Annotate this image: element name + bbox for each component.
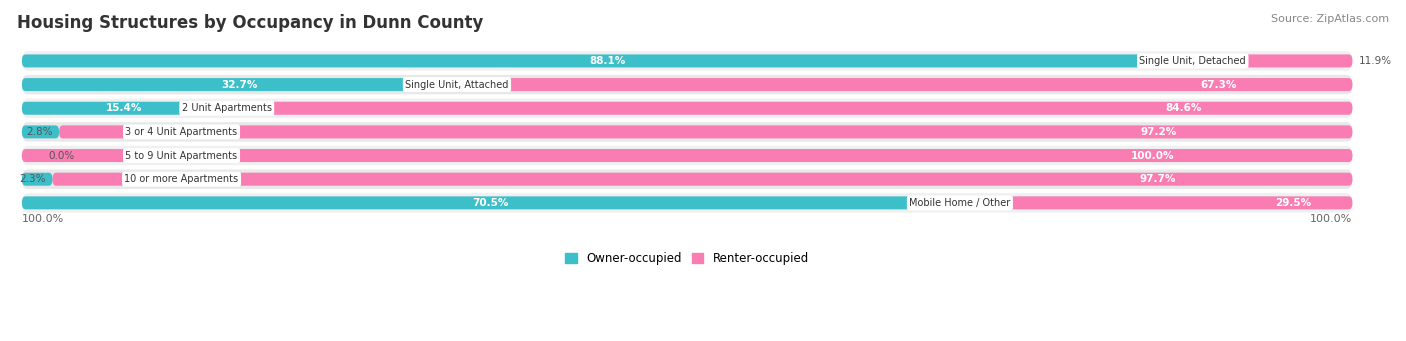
Text: 5 to 9 Unit Apartments: 5 to 9 Unit Apartments [125, 150, 238, 161]
Text: 2.8%: 2.8% [25, 127, 52, 137]
Text: Mobile Home / Other: Mobile Home / Other [910, 198, 1011, 208]
FancyBboxPatch shape [59, 125, 1353, 138]
FancyBboxPatch shape [960, 196, 1353, 209]
Text: 97.2%: 97.2% [1140, 127, 1177, 137]
FancyBboxPatch shape [22, 55, 1194, 68]
Text: 2.3%: 2.3% [20, 174, 46, 184]
Text: 100.0%: 100.0% [1310, 214, 1353, 224]
Text: 2 Unit Apartments: 2 Unit Apartments [181, 103, 271, 113]
FancyBboxPatch shape [22, 146, 1353, 165]
FancyBboxPatch shape [226, 102, 1353, 115]
FancyBboxPatch shape [22, 193, 1353, 212]
Text: 100.0%: 100.0% [1130, 150, 1174, 161]
Text: 70.5%: 70.5% [472, 198, 509, 208]
Text: 10 or more Apartments: 10 or more Apartments [125, 174, 239, 184]
Text: 3 or 4 Unit Apartments: 3 or 4 Unit Apartments [125, 127, 238, 137]
FancyBboxPatch shape [22, 102, 226, 115]
FancyBboxPatch shape [22, 75, 1353, 94]
FancyBboxPatch shape [1194, 55, 1353, 68]
FancyBboxPatch shape [22, 78, 457, 91]
Legend: Owner-occupied, Renter-occupied: Owner-occupied, Renter-occupied [561, 247, 814, 270]
Text: 84.6%: 84.6% [1166, 103, 1202, 113]
Text: 0.0%: 0.0% [49, 150, 75, 161]
FancyBboxPatch shape [22, 125, 59, 138]
Text: Single Unit, Attached: Single Unit, Attached [405, 79, 509, 90]
FancyBboxPatch shape [22, 173, 52, 186]
Text: 88.1%: 88.1% [591, 56, 626, 66]
Text: 29.5%: 29.5% [1275, 198, 1312, 208]
FancyBboxPatch shape [22, 51, 1353, 71]
Text: Housing Structures by Occupancy in Dunn County: Housing Structures by Occupancy in Dunn … [17, 14, 484, 32]
FancyBboxPatch shape [52, 173, 1353, 186]
FancyBboxPatch shape [22, 149, 1353, 162]
Text: 15.4%: 15.4% [105, 103, 142, 113]
Text: 32.7%: 32.7% [221, 79, 257, 90]
Text: 97.7%: 97.7% [1139, 174, 1175, 184]
Text: 100.0%: 100.0% [22, 214, 65, 224]
Text: 67.3%: 67.3% [1199, 79, 1236, 90]
Text: Source: ZipAtlas.com: Source: ZipAtlas.com [1271, 14, 1389, 24]
Text: 11.9%: 11.9% [1360, 56, 1392, 66]
FancyBboxPatch shape [22, 169, 1353, 189]
FancyBboxPatch shape [22, 196, 960, 209]
FancyBboxPatch shape [22, 99, 1353, 118]
Text: Single Unit, Detached: Single Unit, Detached [1139, 56, 1246, 66]
FancyBboxPatch shape [457, 78, 1353, 91]
FancyBboxPatch shape [22, 122, 1353, 142]
